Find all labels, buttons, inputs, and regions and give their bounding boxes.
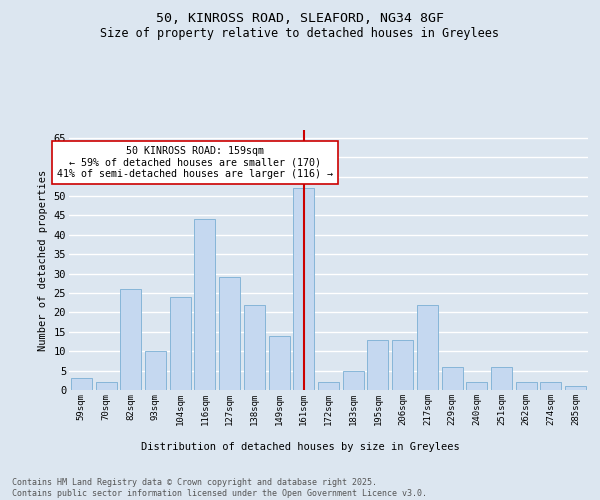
Bar xyxy=(417,304,438,390)
Bar xyxy=(194,220,215,390)
Bar xyxy=(491,366,512,390)
Y-axis label: Number of detached properties: Number of detached properties xyxy=(38,170,48,350)
Bar xyxy=(269,336,290,390)
Bar xyxy=(541,382,562,390)
Bar xyxy=(244,304,265,390)
Bar xyxy=(120,289,141,390)
Bar xyxy=(392,340,413,390)
Bar xyxy=(170,297,191,390)
Text: Size of property relative to detached houses in Greylees: Size of property relative to detached ho… xyxy=(101,28,499,40)
Bar xyxy=(219,278,240,390)
Bar xyxy=(442,366,463,390)
Bar xyxy=(293,188,314,390)
Bar xyxy=(466,382,487,390)
Bar xyxy=(565,386,586,390)
Bar xyxy=(343,370,364,390)
Bar xyxy=(318,382,339,390)
Bar xyxy=(145,351,166,390)
Text: 50 KINROSS ROAD: 159sqm
← 59% of detached houses are smaller (170)
41% of semi-d: 50 KINROSS ROAD: 159sqm ← 59% of detache… xyxy=(57,146,333,178)
Bar xyxy=(516,382,537,390)
Bar xyxy=(95,382,116,390)
Text: 50, KINROSS ROAD, SLEAFORD, NG34 8GF: 50, KINROSS ROAD, SLEAFORD, NG34 8GF xyxy=(156,12,444,26)
Text: Distribution of detached houses by size in Greylees: Distribution of detached houses by size … xyxy=(140,442,460,452)
Bar xyxy=(71,378,92,390)
Bar xyxy=(367,340,388,390)
Text: Contains HM Land Registry data © Crown copyright and database right 2025.
Contai: Contains HM Land Registry data © Crown c… xyxy=(12,478,427,498)
